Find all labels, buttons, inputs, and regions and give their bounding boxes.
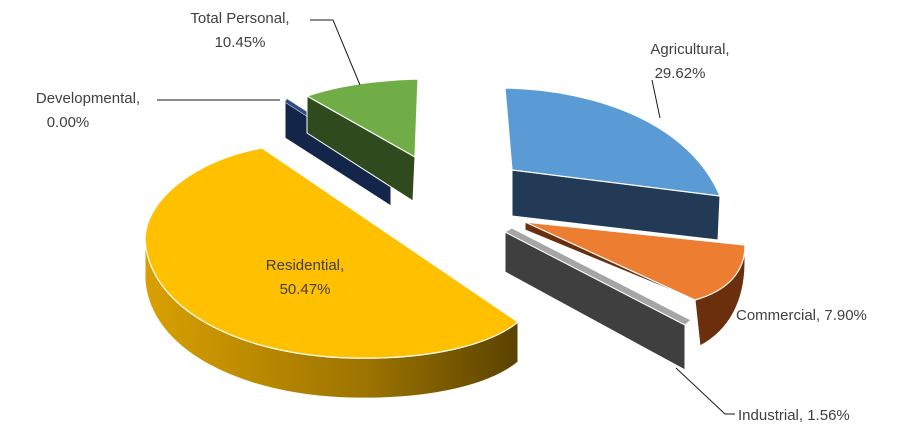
slice-industrial [503,227,692,371]
slice-commercial [524,221,746,347]
data-label-residential-value: 50.47% [280,281,331,298]
slice-total-personal-top [305,78,419,159]
data-label-agricultural-name: Agricultural, [650,41,729,58]
slice-residential [144,147,520,399]
slice-agricultural [504,87,721,241]
leader-line-agricultural [651,79,661,119]
data-label-commercial-value: 7.90% [824,307,867,324]
slice-commercial-top [524,221,746,301]
data-label-commercial-name-text: Commercial, [736,307,820,324]
data-label-developmental-name: Developmental, [36,90,140,107]
leader-line-total-personal [310,19,361,86]
leader-line-industrial [675,367,735,415]
data-label-total-personal-name: Total Personal, [190,10,289,27]
data-label-commercial-name: Commercial, 7.90% [736,307,867,324]
data-label-industrial-name-text: Industrial, [738,407,803,424]
slice-agricultural-top [504,87,721,197]
slice-industrial-top [503,227,692,326]
slice-residential-top [144,147,520,359]
data-label-industrial-value: 1.56% [807,407,850,424]
slice-total-personal [305,78,419,202]
data-label-agricultural-value: 29.62% [655,65,706,82]
data-label-residential-name: Residential, [266,257,344,274]
data-label-industrial-name: Industrial, 1.56% [738,407,850,424]
data-label-total-personal-value: 10.45% [215,34,266,51]
data-label-developmental-value: 0.00% [47,114,90,131]
